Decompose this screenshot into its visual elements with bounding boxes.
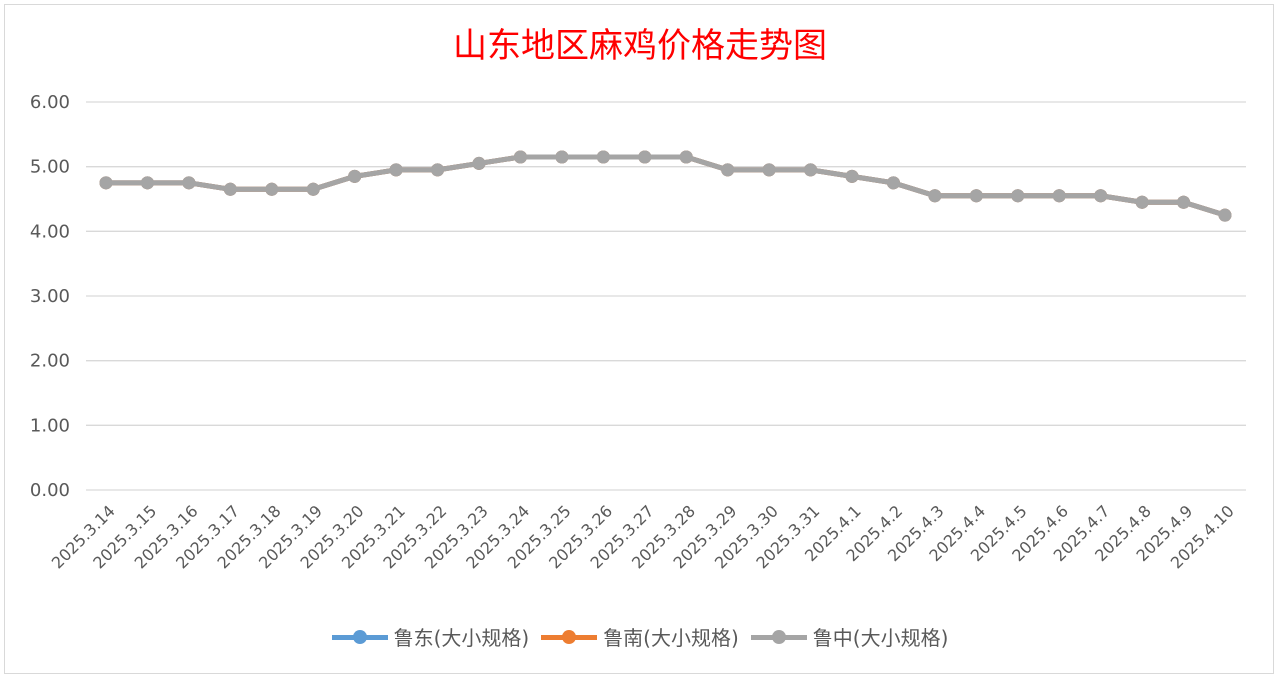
- data-point: [886, 176, 900, 190]
- y-tick-label: 5.00: [30, 157, 70, 178]
- data-point: [845, 169, 859, 183]
- data-point: [306, 182, 320, 196]
- data-point: [223, 182, 237, 196]
- y-tick-label: 2.00: [30, 351, 70, 372]
- data-point: [555, 150, 569, 164]
- data-point: [140, 176, 154, 190]
- series-line: [99, 150, 1232, 222]
- gridlines: [86, 101, 1246, 491]
- data-point: [804, 163, 818, 177]
- legend-swatch: [331, 629, 388, 644]
- data-point: [99, 176, 113, 190]
- data-point: [265, 182, 279, 196]
- legend-swatch: [541, 629, 598, 644]
- legend-label: 鲁中(大小规格): [812, 626, 949, 650]
- data-point: [431, 163, 445, 177]
- legend-item: 鲁东(大小规格): [331, 622, 530, 651]
- chart-frame: [4, 4, 1274, 674]
- data-point: [1135, 195, 1149, 209]
- data-point: [969, 189, 983, 203]
- x-axis-ticks: 2025.3.142025.3.152025.3.162025.3.172025…: [48, 501, 1238, 572]
- legend: 鲁东(大小规格) 鲁南(大小规格) 鲁中(大小规格): [0, 622, 1280, 651]
- data-point: [1177, 195, 1191, 209]
- legend-swatch: [750, 629, 807, 644]
- data-point: [721, 163, 735, 177]
- data-point: [928, 189, 942, 203]
- data-point: [1052, 189, 1066, 203]
- series-layer: [99, 150, 1232, 222]
- data-point: [638, 150, 652, 164]
- data-point: [1011, 189, 1025, 203]
- data-point: [762, 163, 776, 177]
- data-point: [596, 150, 610, 164]
- legend-item: 鲁中(大小规格): [750, 622, 949, 651]
- series-path: [106, 154, 1226, 218]
- y-tick-label: 0.00: [30, 480, 70, 501]
- data-point: [679, 150, 693, 164]
- chart-title: 山东地区麻鸡价格走势图: [453, 26, 827, 66]
- y-tick-label: 4.00: [30, 221, 70, 242]
- data-point: [389, 163, 403, 177]
- data-point: [1094, 189, 1108, 203]
- data-point: [472, 156, 486, 170]
- legend-label: 鲁南(大小规格): [603, 626, 739, 650]
- legend-label: 鲁东(大小规格): [393, 626, 530, 650]
- data-point: [348, 169, 362, 183]
- y-tick-label: 6.00: [30, 92, 70, 113]
- data-point: [513, 150, 527, 164]
- data-point: [182, 176, 196, 190]
- data-point: [1218, 208, 1232, 222]
- legend-item: 鲁南(大小规格): [541, 622, 739, 651]
- y-axis-ticks: 0.00 1.00 2.00 3.00 4.00 5.00 6.00: [30, 92, 70, 501]
- y-tick-label: 3.00: [30, 286, 70, 307]
- y-tick-label: 1.00: [30, 415, 70, 436]
